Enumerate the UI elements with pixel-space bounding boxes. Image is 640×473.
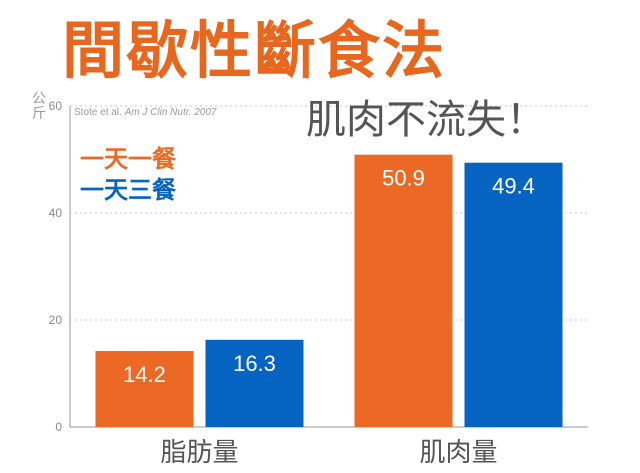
y-tick-label-0: 0: [55, 420, 62, 434]
x-category-label-0: 脂肪量: [160, 438, 238, 468]
x-category-label-1: 肌肉量: [419, 438, 497, 468]
y-tick-label-40: 40: [49, 206, 63, 220]
bar-0-0: [95, 351, 194, 427]
legend-item-three-meals: 一天三餐: [80, 176, 176, 204]
legend: 一天一餐 一天三餐: [80, 144, 176, 206]
source-citation: Stote et al. Am J Clin Nutr. 2007: [74, 107, 216, 118]
bar-1-1: [464, 162, 563, 427]
y-tick-label-60: 60: [49, 99, 63, 113]
data-label-0-0: 14.2: [123, 362, 166, 387]
y-axis-label: 公斤: [32, 91, 46, 122]
bar-1-0: [354, 154, 453, 427]
source-authors: Stote et al.: [74, 107, 122, 118]
data-label-1-1: 49.4: [492, 174, 535, 199]
bar-0-1: [205, 339, 304, 427]
chart-subtitle: 肌肉不流失！: [306, 97, 546, 143]
source-journal: Am J Clin Nutr. 2007: [124, 107, 217, 118]
data-label-0-1: 16.3: [233, 351, 276, 376]
data-label-1-0: 50.9: [382, 166, 425, 191]
chart-title: 間歇性斷食法: [62, 14, 447, 87]
y-tick-label-20: 20: [49, 313, 63, 327]
legend-item-one-meal: 一天一餐: [80, 145, 176, 173]
